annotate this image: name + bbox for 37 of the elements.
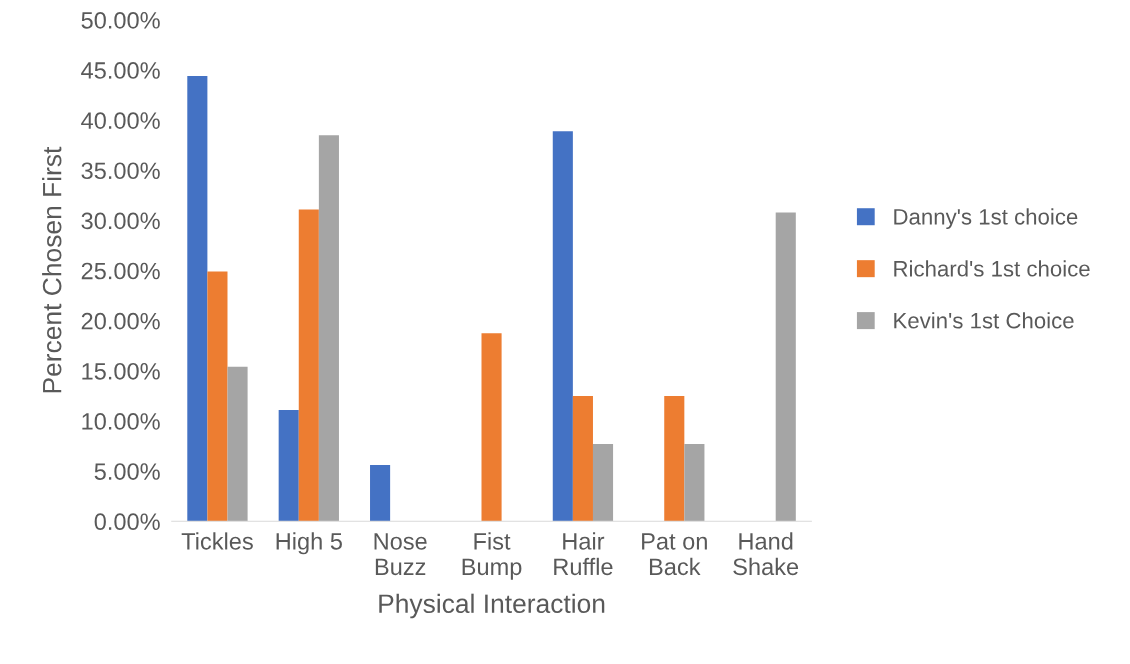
bar (592, 444, 614, 522)
bar (278, 409, 299, 522)
bar (684, 444, 705, 522)
bar (370, 465, 391, 522)
legend-label: Richard's 1st choice (894, 260, 1090, 277)
bar (775, 212, 796, 522)
y-tick-label: 45.00% (81, 62, 160, 79)
y-tick-label: 35.00% (81, 162, 160, 180)
y-tick-label: 40.00% (81, 112, 160, 129)
bar (227, 366, 248, 522)
y-tick-label: 25.00% (81, 262, 160, 280)
x-tick-label: Nose Buzz (374, 533, 427, 576)
y-tick-label: 15.00% (82, 362, 160, 380)
x-tick-label: Tickles (181, 532, 253, 550)
bar (572, 395, 593, 522)
y-axis-title: Percent Chosen First (42, 146, 62, 393)
y-tick-label: 0.00% (94, 513, 160, 531)
x-tick-label: High 5 (276, 532, 342, 555)
bar (481, 333, 502, 522)
bar (664, 395, 685, 522)
bar (552, 131, 573, 522)
y-tick-label: 5.00% (94, 463, 160, 480)
y-tick-label: 10.00% (82, 413, 160, 430)
x-tick-label: Hair Ruffle (554, 532, 613, 576)
x-tick-label: Fist Bump (462, 532, 522, 580)
bar (298, 209, 319, 522)
x-tick-label: Hand Shake (733, 532, 799, 576)
x-axis-title: Physical Interaction (379, 593, 605, 619)
y-tick-label: 50.00% (81, 11, 160, 29)
x-tick-label: Pat on Back (642, 533, 707, 576)
bar (318, 135, 339, 522)
y-tick-label: 20.00% (81, 312, 160, 330)
bar (207, 271, 228, 522)
legend-label: Kevin's 1st Choice (894, 312, 1074, 329)
legend-label: Danny's 1st choice (894, 208, 1078, 230)
y-tick-label: 30.00% (81, 212, 160, 230)
bar (187, 76, 208, 522)
